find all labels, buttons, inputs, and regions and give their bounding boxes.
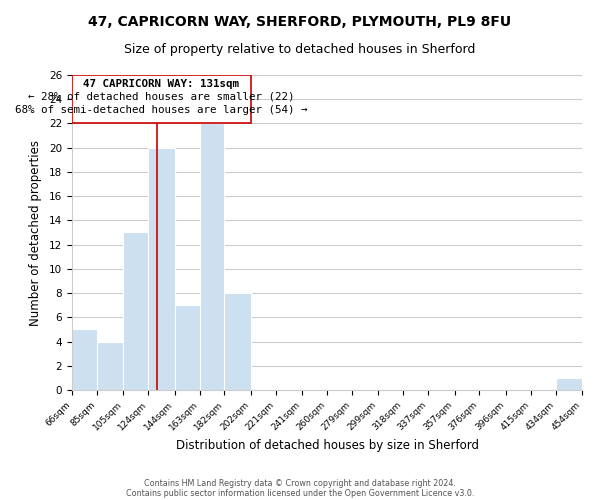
Bar: [123, 232, 148, 390]
Bar: [72, 330, 97, 390]
X-axis label: Distribution of detached houses by size in Sherford: Distribution of detached houses by size …: [176, 439, 479, 452]
Text: 47, CAPRICORN WAY, SHERFORD, PLYMOUTH, PL9 8FU: 47, CAPRICORN WAY, SHERFORD, PLYMOUTH, P…: [88, 15, 512, 29]
Text: Size of property relative to detached houses in Sherford: Size of property relative to detached ho…: [124, 42, 476, 56]
Bar: [97, 342, 123, 390]
Bar: [175, 305, 199, 390]
Y-axis label: Number of detached properties: Number of detached properties: [29, 140, 42, 326]
Text: 47 CAPRICORN WAY: 131sqm: 47 CAPRICORN WAY: 131sqm: [83, 78, 239, 88]
Text: 68% of semi-detached houses are larger (54) →: 68% of semi-detached houses are larger (…: [15, 104, 308, 115]
Bar: [72, 75, 251, 124]
Bar: [199, 124, 224, 390]
Bar: [224, 293, 251, 390]
Bar: [148, 148, 175, 390]
Text: Contains HM Land Registry data © Crown copyright and database right 2024.: Contains HM Land Registry data © Crown c…: [144, 478, 456, 488]
Text: ← 28% of detached houses are smaller (22): ← 28% of detached houses are smaller (22…: [28, 92, 295, 102]
Bar: [556, 378, 582, 390]
Text: Contains public sector information licensed under the Open Government Licence v3: Contains public sector information licen…: [126, 488, 474, 498]
